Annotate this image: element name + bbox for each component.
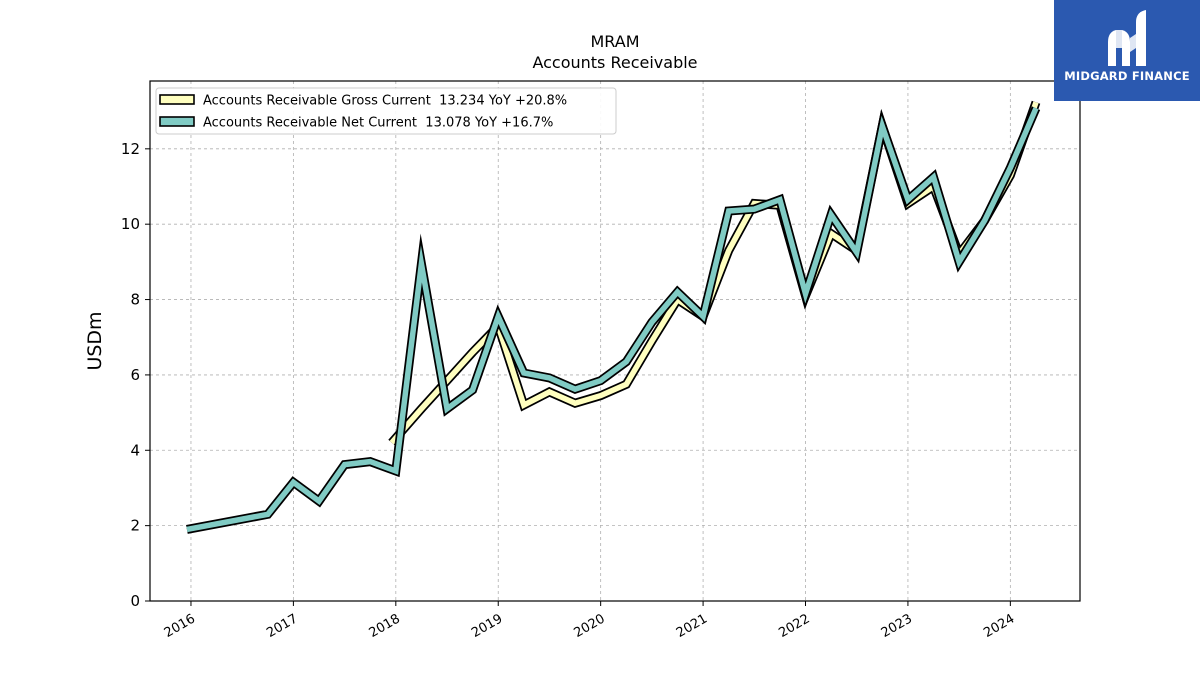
x-axis-ticks: 2016 2017 2018 2019 2020 2021 2022 2023 2024 xyxy=(162,601,1017,641)
y-tick-label: 8 xyxy=(130,291,140,309)
x-tick-label: 2019 xyxy=(469,611,505,641)
x-tick-label: 2021 xyxy=(674,611,710,641)
series-line-1 xyxy=(186,107,1039,533)
chart-subtitle: Accounts Receivable xyxy=(532,53,697,72)
y-tick-label: 12 xyxy=(121,140,140,158)
series-outline-1 xyxy=(186,106,1041,534)
series-line-0 xyxy=(389,101,1039,445)
y-tick-label: 10 xyxy=(121,215,140,233)
brand-logo: MIDGARD FINANCE xyxy=(1054,0,1200,101)
y-tick-label: 2 xyxy=(130,517,140,535)
chart-title: MRAM xyxy=(590,32,639,51)
x-tick-label: 2016 xyxy=(162,611,198,641)
x-tick-label: 2022 xyxy=(776,611,812,641)
x-tick-label: 2023 xyxy=(879,611,915,641)
brand-name: MIDGARD FINANCE xyxy=(1064,69,1190,83)
legend-swatch-net xyxy=(159,116,195,127)
legend: Accounts Receivable Gross Current 13.234… xyxy=(155,87,617,135)
grid-lines xyxy=(150,81,1080,602)
legend-box xyxy=(155,87,617,135)
y-tick-label: 0 xyxy=(130,592,140,610)
x-tick-label: 2020 xyxy=(572,611,608,641)
y-tick-label: 6 xyxy=(130,366,140,384)
plot-frame xyxy=(149,80,1081,602)
x-tick-label: 2017 xyxy=(264,611,300,641)
legend-swatch-gross xyxy=(159,94,195,105)
y-axis-ticks: 0 2 4 6 8 10 12 xyxy=(121,140,150,610)
midgard-logo-icon xyxy=(1108,10,1146,66)
y-tick-label: 4 xyxy=(130,441,140,459)
x-tick-label: 2018 xyxy=(367,611,403,641)
series-lines xyxy=(186,100,1041,534)
y-axis-label: USDm xyxy=(84,311,106,370)
x-tick-label: 2024 xyxy=(981,611,1017,641)
legend-label-gross: Accounts Receivable Gross Current 13.234… xyxy=(203,94,567,109)
legend-label-net: Accounts Receivable Net Current 13.078 Y… xyxy=(203,116,553,131)
